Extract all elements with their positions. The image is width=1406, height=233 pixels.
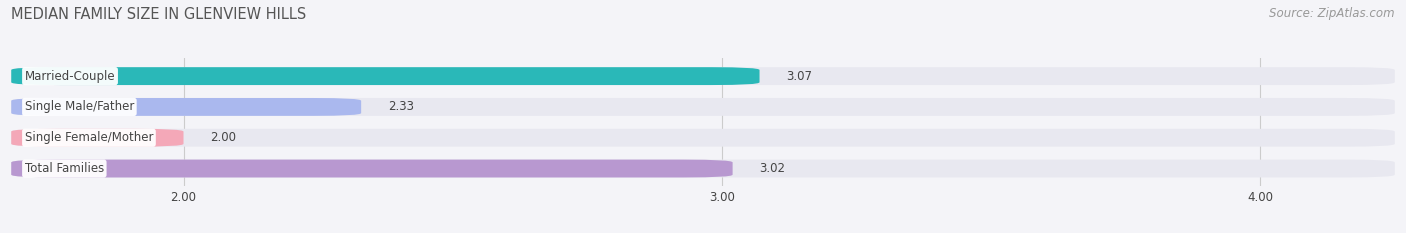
Text: Single Female/Mother: Single Female/Mother [25,131,153,144]
FancyBboxPatch shape [11,160,1395,178]
Text: 2.00: 2.00 [211,131,236,144]
FancyBboxPatch shape [11,98,1395,116]
Text: Married-Couple: Married-Couple [25,70,115,83]
FancyBboxPatch shape [11,67,1395,85]
Text: 3.07: 3.07 [786,70,813,83]
Text: Source: ZipAtlas.com: Source: ZipAtlas.com [1270,7,1395,20]
Text: Total Families: Total Families [25,162,104,175]
FancyBboxPatch shape [11,129,1395,147]
Text: 3.02: 3.02 [759,162,786,175]
FancyBboxPatch shape [11,129,184,147]
FancyBboxPatch shape [11,98,361,116]
Text: 2.33: 2.33 [388,100,415,113]
Text: MEDIAN FAMILY SIZE IN GLENVIEW HILLS: MEDIAN FAMILY SIZE IN GLENVIEW HILLS [11,7,307,22]
Text: Single Male/Father: Single Male/Father [25,100,134,113]
FancyBboxPatch shape [11,160,733,178]
FancyBboxPatch shape [11,67,759,85]
